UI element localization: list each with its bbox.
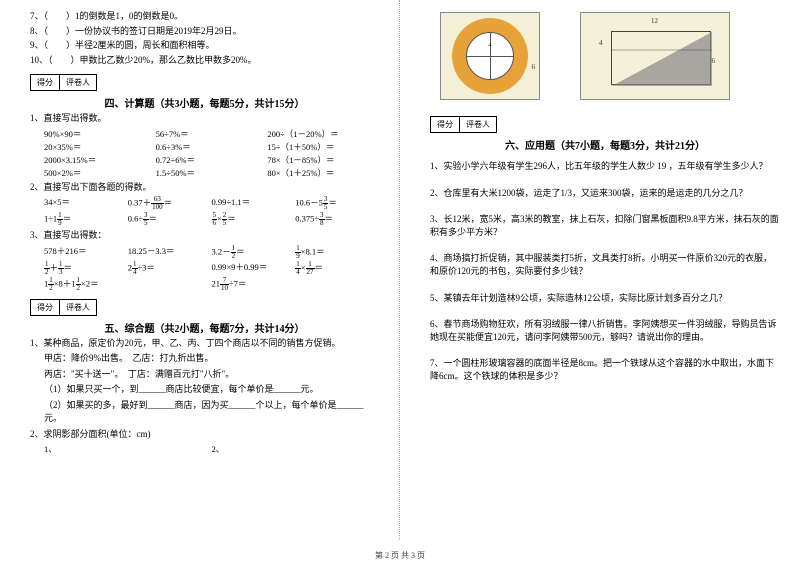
calc-row-8: 12＋13＝ 214÷3＝ 0.99×9＋0.99＝ 14×127＝ — [44, 261, 379, 276]
calc-cell: 56÷7%＝ — [156, 128, 268, 140]
tf-q9: 9、（ ）半径2厘米的圆，周长和面积相等。 — [30, 39, 379, 52]
calc-row-1: 90%×90＝ 56÷7%＝ 200÷（1－20%）＝ — [44, 128, 379, 140]
left-column: 7、（ ）1的倒数是1，0的倒数是0。 8、（ ）一份协议书的签订日期是2019… — [0, 0, 400, 540]
rect-side-label: 6 — [712, 57, 716, 65]
calc-cell: 0.6÷3%＝ — [156, 141, 268, 153]
score-box-sec4: 得分 评卷人 — [30, 74, 97, 91]
page-footer: 第 2 页 共 3 页 — [0, 550, 800, 561]
ring-diagram: 4 6 — [440, 12, 540, 100]
sec4-p3: 3、直接写出得数： — [30, 229, 379, 243]
score-box-sec5: 得分 评卷人 — [30, 299, 97, 316]
sec5-q1: 1、某种商品，原定价为20元，甲、乙、丙、丁四个商店以不同的销售方促销。 — [30, 337, 379, 351]
inner-ring-icon — [466, 32, 514, 80]
calc-row-4: 500×2%＝ 1.5÷50%＝ 80×（1＋25%）＝ — [44, 167, 379, 179]
calc-cell: 12＋13＝ — [44, 261, 128, 276]
calc-cell: 18.25－3.3＝ — [128, 245, 212, 260]
sec5-q1a: 甲店：降价9%出售。 乙店：打九折出售。 — [44, 352, 379, 366]
tf-q8: 8、（ ）一份协议书的签订日期是2019年2月29日。 — [30, 25, 379, 38]
calc-row-3: 2000×3.15%＝ 0.72÷6%＝ 78×（1－85%）＝ — [44, 154, 379, 166]
outer-label: 6 — [532, 63, 536, 71]
calc-row-5: 34×5＝ 0.37＋63100＝ 0.99÷1.1＝ 10.6－535＝ — [44, 196, 379, 211]
sec5-q2b: 2、 — [212, 443, 380, 455]
app-q3: 3、长12米，宽5米，高3米的教室，抹上石灰，扣除门窗黑板面积9.8平方米，抹石… — [430, 213, 780, 238]
triangle-icon — [612, 32, 712, 86]
calc-cell — [295, 277, 379, 292]
calc-cell: 0.72÷6%＝ — [156, 154, 268, 166]
calc-row-2: 20×35%＝ 0.6÷3%＝ 15÷（1＋50%）＝ — [44, 141, 379, 153]
score-label: 得分 — [31, 300, 60, 315]
sec5-q2a: 1、 — [44, 443, 212, 455]
rect-inner-label: 4 — [599, 39, 603, 47]
calc-cell — [128, 277, 212, 292]
app-q1: 1、实验小学六年级有学生296人，比五年级的学生人数少 19 ，五年级有学生多少… — [430, 160, 780, 173]
app-q2: 2、仓库里有大米1200袋，运走了1/3，又运来300袋，运来的是运走的几分之几… — [430, 187, 780, 200]
tf-q7: 7、（ ）1的倒数是1，0的倒数是0。 — [30, 10, 379, 23]
calc-cell: 578＋216＝ — [44, 245, 128, 260]
calc-cell: 80×（1＋25%）＝ — [267, 167, 379, 179]
calc-cell: 214÷3＝ — [128, 261, 212, 276]
section-4-title: 四、计算题（共3小题，每题5分，共计15分） — [30, 95, 379, 110]
calc-cell: 3.2－12＝ — [212, 245, 296, 260]
rect-top-label: 12 — [651, 17, 658, 25]
score-label: 得分 — [31, 75, 60, 90]
sec5-q1d: （2）如果买的多，最好到______商店，因为买______个以上，每个单价是_… — [44, 399, 379, 426]
calc-row-6: 1÷119＝ 0.6÷35＝ 56×25＝ 0.375÷38＝ — [44, 212, 379, 227]
calc-row-9: 112×8＋112×2＝ 21710÷7＝ — [44, 277, 379, 292]
tf-q10: 10、（ ）甲数比乙数少20%，那么乙数比甲数多20%。 — [30, 54, 379, 67]
calc-cell: 10.6－535＝ — [295, 196, 379, 211]
diagram-row: 4 6 12 6 4 — [430, 8, 780, 110]
calc-cell: 112×8＋112×2＝ — [44, 277, 128, 292]
calc-cell: 56×25＝ — [212, 212, 296, 227]
calc-cell: 21710÷7＝ — [212, 277, 296, 292]
grader-label: 评卷人 — [60, 75, 96, 90]
inner-label: 4 — [488, 41, 492, 49]
calc-cell: 0.375÷38＝ — [295, 212, 379, 227]
calc-cell: 0.37＋63100＝ — [128, 196, 212, 211]
sec5-q2: 2、求阴影部分面积(单位：cm) — [30, 428, 379, 442]
score-label: 得分 — [431, 117, 460, 132]
calc-cell: 0.99÷1.1＝ — [212, 196, 296, 211]
grader-label: 评卷人 — [60, 300, 96, 315]
outer-ring-icon: 4 — [452, 18, 528, 94]
app-q5: 5、某镇去年计划造林9公顷，实际造林12公顷，实际比原计划多百分之几？ — [430, 292, 780, 305]
rect-inner — [611, 31, 711, 85]
calc-cell: 500×2%＝ — [44, 167, 156, 179]
rect-diagram: 12 6 4 — [580, 12, 730, 100]
app-q4: 4、商场搞打折促销，其中服装类打5折，文具类打8折。小明买一件原价320元的衣服… — [430, 252, 780, 277]
app-q6: 6、春节商场购物狂欢，所有羽绒服一律八折销售。李阿姨想买一件羽绒服，导购员告诉她… — [430, 318, 780, 343]
sec4-p2: 2、直接写出下面各题的得数。 — [30, 181, 379, 195]
calc-cell: 34×5＝ — [44, 196, 128, 211]
calc-cell: 0.99×9＋0.99＝ — [212, 261, 296, 276]
calc-cell: 14×127＝ — [295, 261, 379, 276]
calc-cell: 2000×3.15%＝ — [44, 154, 156, 166]
sec5-q2-row: 1、 2、 — [44, 443, 379, 455]
calc-cell: 200÷（1－20%）＝ — [267, 128, 379, 140]
calc-cell: 78×（1－85%）＝ — [267, 154, 379, 166]
section-5-title: 五、综合题（共2小题，每题7分，共计14分） — [30, 320, 379, 335]
sec4-p1: 1、直接写出得数。 — [30, 112, 379, 126]
calc-row-7: 578＋216＝ 18.25－3.3＝ 3.2－12＝ 19×8.1＝ — [44, 245, 379, 260]
calc-cell: 1.5÷50%＝ — [156, 167, 268, 179]
calc-cell: 1÷119＝ — [44, 212, 128, 227]
grader-label: 评卷人 — [460, 117, 496, 132]
sec5-q1b: 丙店："买十送一"。 丁店：满赠百元打"八折"。 — [44, 368, 379, 382]
exam-page: 7、（ ）1的倒数是1，0的倒数是0。 8、（ ）一份协议书的签订日期是2019… — [0, 0, 800, 540]
section-6-title: 六、应用题（共7小题，每题3分，共计21分） — [430, 137, 780, 152]
calc-cell: 15÷（1＋50%）＝ — [267, 141, 379, 153]
calc-cell: 90%×90＝ — [44, 128, 156, 140]
calc-cell: 0.6÷35＝ — [128, 212, 212, 227]
calc-cell: 20×35%＝ — [44, 141, 156, 153]
right-column: 4 6 12 6 4 得分 评卷人 六、应用题（共7小题，每题3分，共计21分） — [400, 0, 800, 540]
app-q7: 7、一个圆柱形玻璃容器的底面半径是8cm。把一个铁球从这个容器的水中取出，水面下… — [430, 357, 780, 382]
sec5-q1c: （1）如果只买一个，到______商店比较便宜，每个单价是______元。 — [44, 383, 379, 397]
calc-cell: 19×8.1＝ — [295, 245, 379, 260]
score-box-sec6: 得分 评卷人 — [430, 116, 497, 133]
